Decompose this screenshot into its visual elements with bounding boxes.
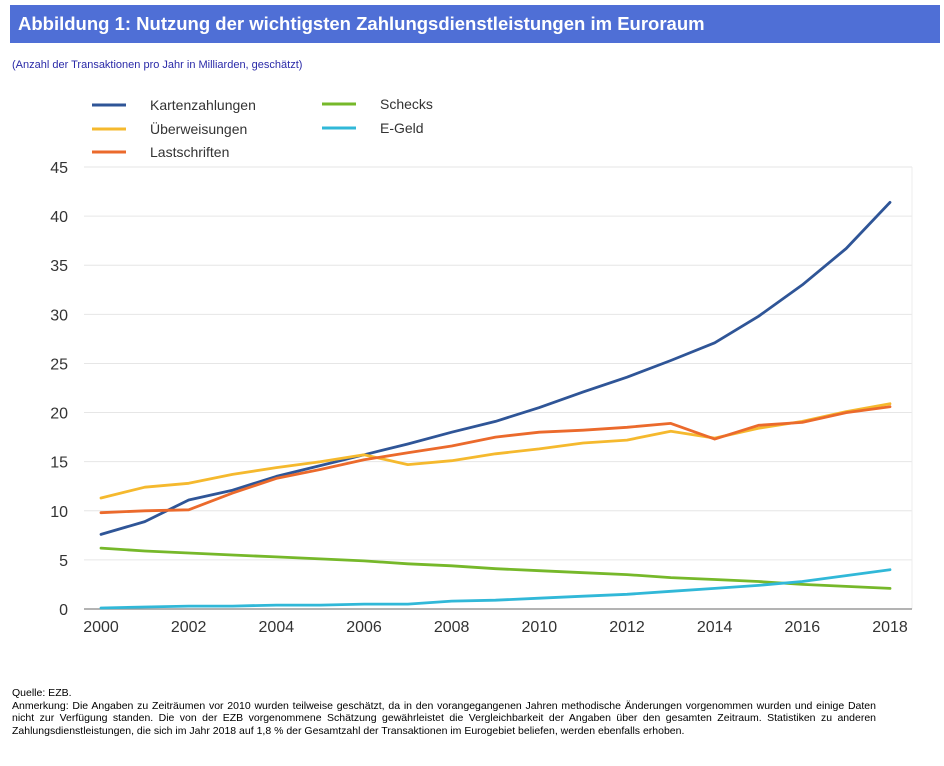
x-tick-label: 2006 <box>346 619 382 636</box>
series-line-lastschriften <box>99 405 892 515</box>
x-tick-label: 2002 <box>171 619 207 636</box>
legend-label: Schecks <box>380 96 433 112</box>
x-tick-label: 2008 <box>434 619 470 636</box>
x-tick-label: 2012 <box>609 619 645 636</box>
legend-label: Kartenzahlungen <box>150 97 256 113</box>
figure-subtitle: (Anzahl der Transaktionen pro Jahr in Mi… <box>12 59 303 71</box>
y-tick-label: 0 <box>59 602 68 619</box>
series-line--berweisungen <box>99 402 892 500</box>
legend-label: Lastschriften <box>150 144 229 160</box>
y-tick-label: 25 <box>50 356 68 373</box>
series-line-kartenzahlungen <box>99 201 892 536</box>
y-tick-label: 35 <box>50 258 68 275</box>
x-tick-label: 2014 <box>697 619 733 636</box>
y-tick-label: 15 <box>50 455 68 472</box>
figure-notes: Quelle: EZB. Anmerkung: Die Angaben zu Z… <box>12 687 876 737</box>
chart-series <box>99 201 892 610</box>
x-tick-label: 2004 <box>259 619 295 636</box>
figure-title-bar: Abbildung 1: Nutzung der wichtigsten Zah… <box>10 5 940 43</box>
y-tick-label: 30 <box>50 307 68 324</box>
y-tick-label: 40 <box>50 209 68 226</box>
figure-title: Abbildung 1: Nutzung der wichtigsten Zah… <box>18 13 705 34</box>
x-tick-label: 2000 <box>83 619 119 636</box>
legend-label: Überweisungen <box>150 120 247 137</box>
remark-note: Anmerkung: Die Angaben zu Zeiträumen vor… <box>12 699 876 737</box>
x-tick-label: 2010 <box>522 619 558 636</box>
chart-grid <box>84 166 913 609</box>
series-line-schecks <box>99 546 892 590</box>
x-tick-label: 2018 <box>872 619 908 636</box>
line-chart: 0 5 10 15 20 25 30 35 40 45 2000 2002 2004 2006 2008 20… <box>50 96 913 636</box>
series-line-e-geld <box>99 568 892 610</box>
y-tick-label: 45 <box>50 160 68 177</box>
chart-axes: 0 5 10 15 20 25 30 35 40 45 2000 2002 2004 2006 2008 20… <box>50 160 912 636</box>
legend-label: E-Geld <box>380 120 424 136</box>
y-tick-label: 20 <box>50 406 68 423</box>
chart-legend: Kartenzahlungen Überweisungen Lastschrifte… <box>92 96 433 160</box>
source-note: Quelle: EZB. <box>12 687 72 699</box>
x-tick-label: 2016 <box>785 619 821 636</box>
y-tick-label: 5 <box>59 553 68 570</box>
y-tick-label: 10 <box>50 504 68 521</box>
